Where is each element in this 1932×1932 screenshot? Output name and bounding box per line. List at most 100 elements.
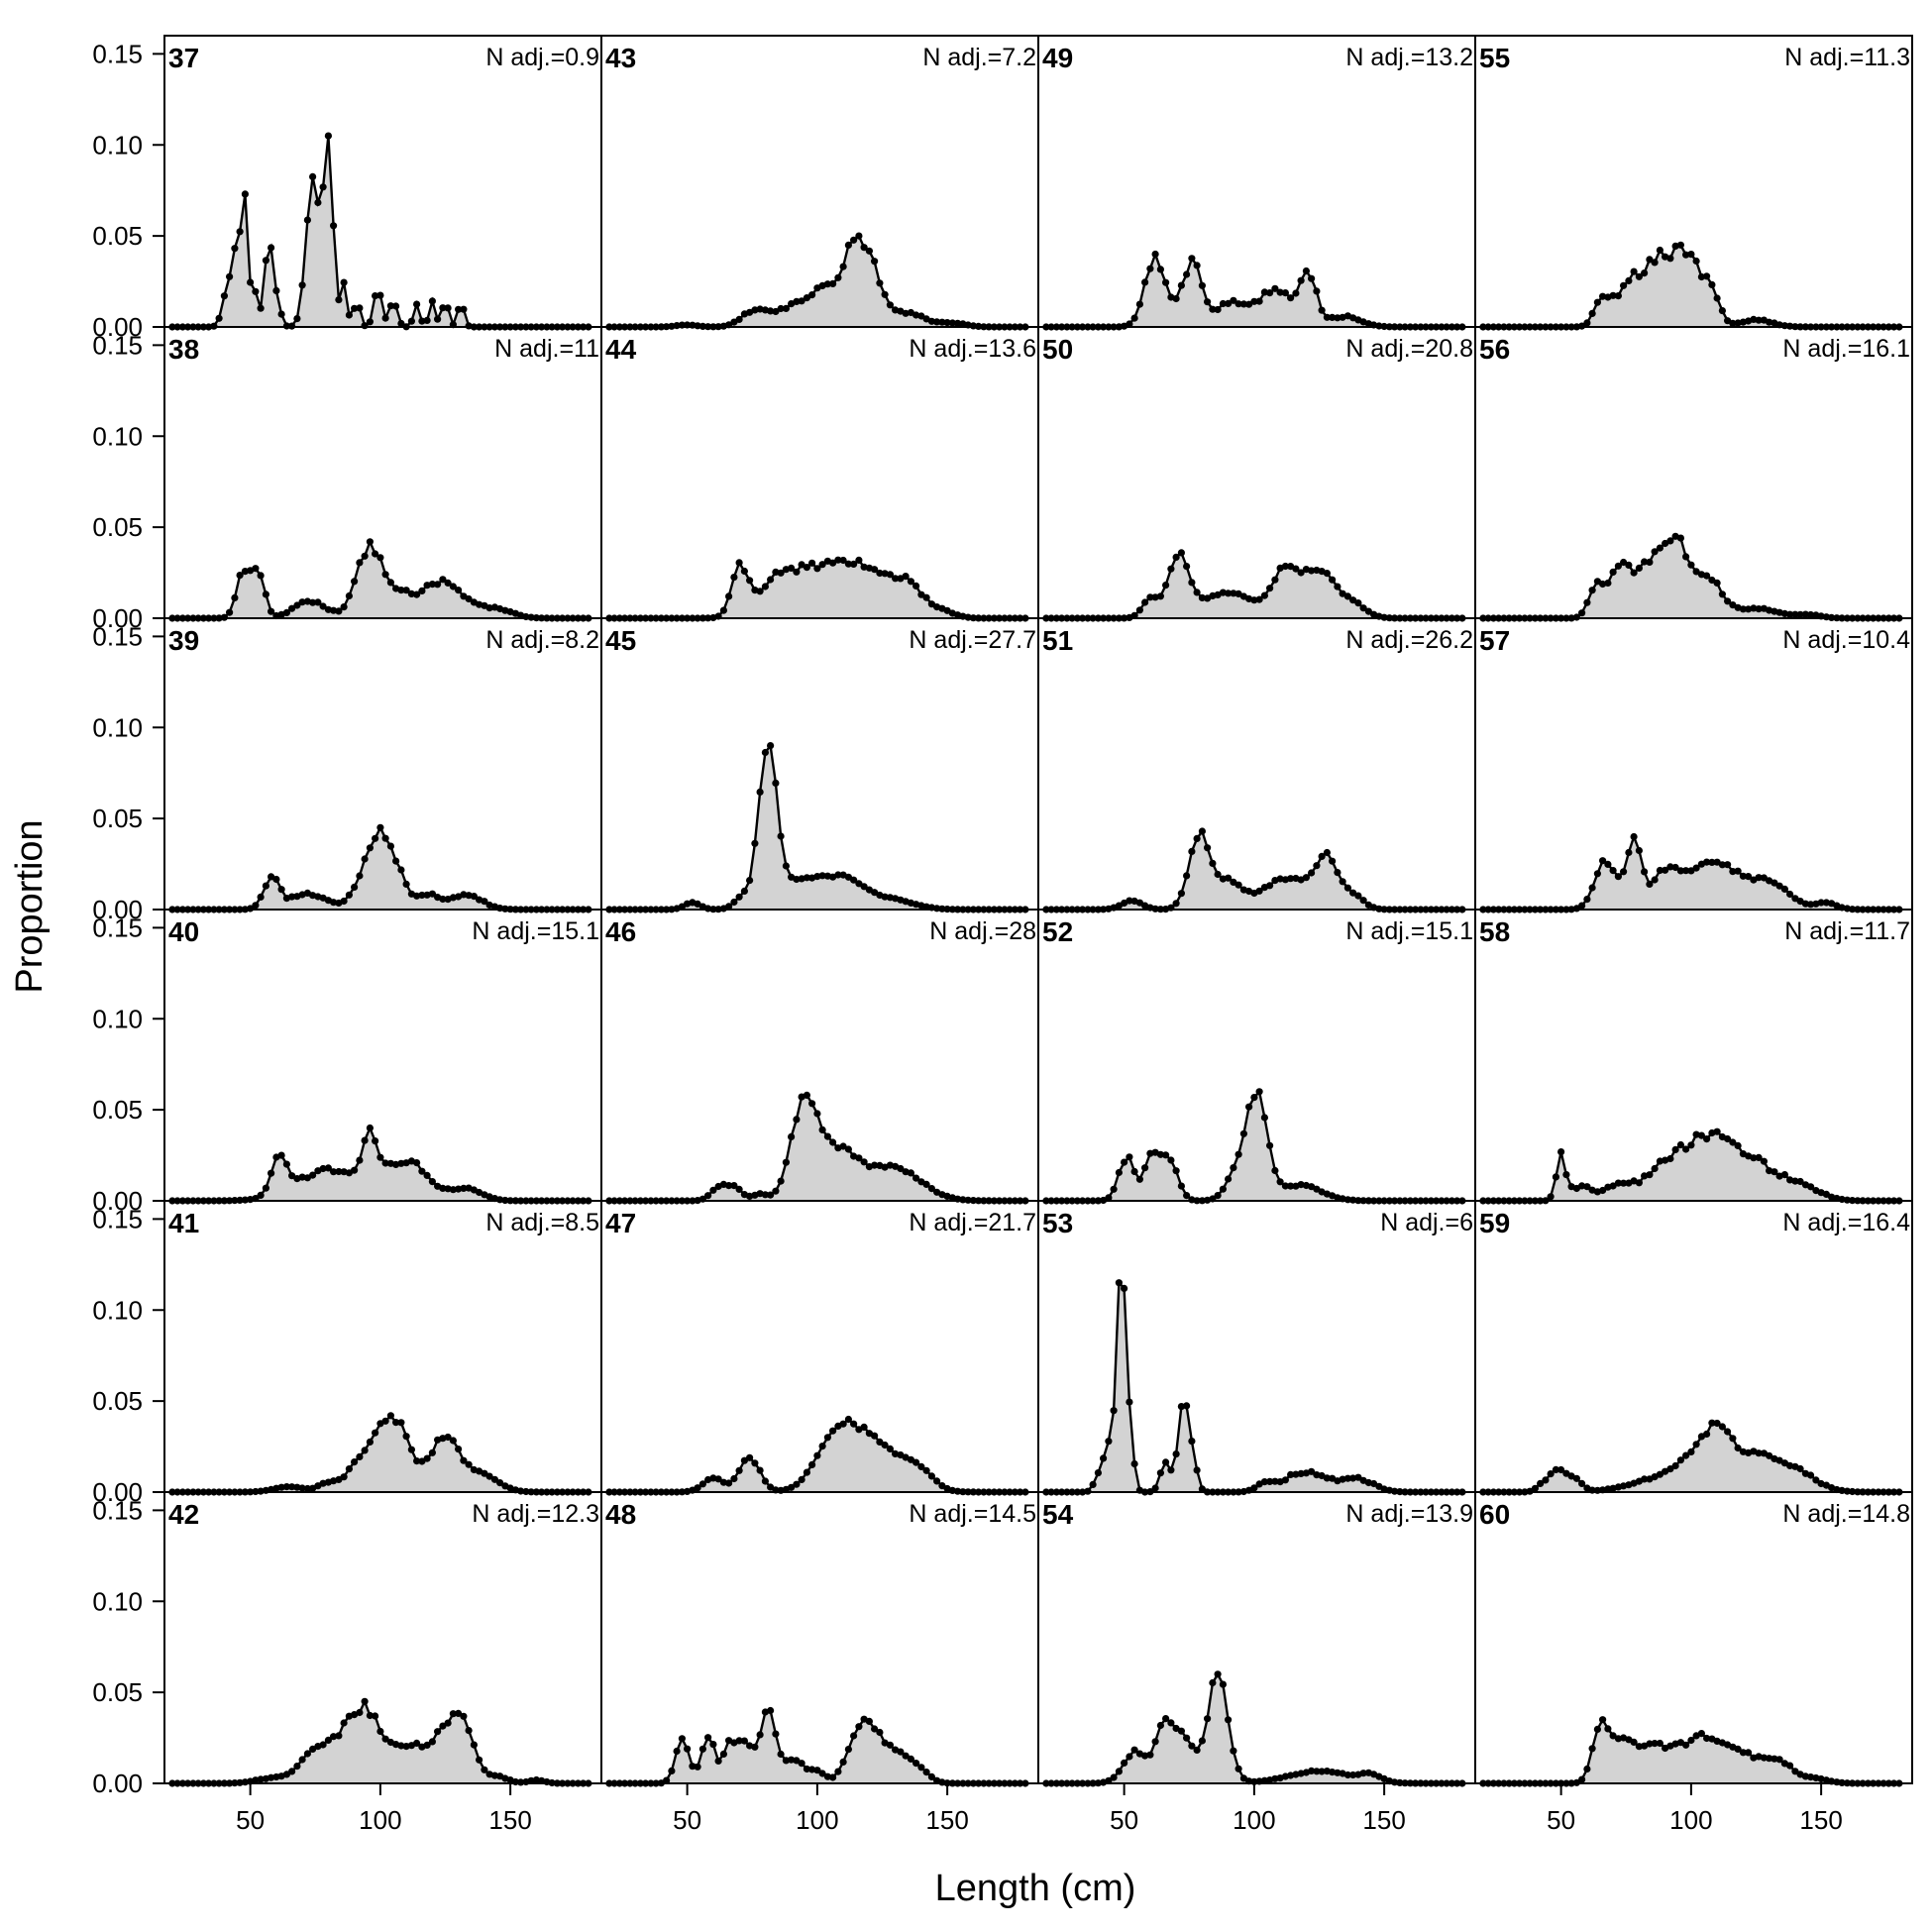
panel-number: 39 [168, 625, 199, 656]
data-point [455, 1446, 463, 1453]
data-point [1219, 1680, 1227, 1688]
y-axis-title: Proportion [9, 819, 51, 993]
data-point [455, 305, 463, 313]
data-point [1775, 1756, 1783, 1764]
data-point [257, 304, 265, 312]
data-point [1297, 1469, 1305, 1477]
data-point [1651, 1740, 1659, 1748]
data-point [1724, 597, 1732, 605]
data-point [839, 1758, 847, 1766]
data-point [1760, 1754, 1768, 1762]
data-point [460, 305, 468, 313]
data-point [293, 601, 301, 609]
data-point [268, 1169, 275, 1177]
data-point [1588, 587, 1596, 594]
panel-59: 59 N adj.=16.4 [1474, 1200, 1913, 1496]
data-point [767, 1706, 775, 1715]
data-point [1692, 568, 1700, 576]
data-point [330, 1168, 338, 1176]
data-point [1110, 1185, 1118, 1193]
data-point [1780, 885, 1788, 894]
panel-n-adj: N adj.=27.7 [909, 626, 1036, 654]
panel-frame [1037, 1200, 1476, 1493]
data-point [1755, 605, 1763, 613]
panel-n-adj: N adj.=0.9 [485, 44, 599, 71]
data-point [335, 1732, 343, 1740]
data-point [1718, 861, 1726, 869]
data-point [402, 1433, 410, 1441]
density-area [608, 745, 1025, 910]
panel-41: 41 N adj.=8.5 0.00 0.05 0.10 0.15 [92, 1200, 602, 1507]
y-tick-label: 0.05 [92, 512, 143, 542]
data-point [1604, 1725, 1612, 1733]
data-point [1349, 596, 1357, 604]
data-point [1162, 582, 1170, 590]
data-point [1796, 1464, 1804, 1473]
density-area [1482, 1423, 1899, 1492]
data-point [1641, 269, 1649, 277]
data-point [386, 579, 394, 587]
data-point [1276, 875, 1284, 883]
data-point [876, 569, 884, 578]
data-point [439, 1722, 447, 1730]
panel-58: 58 N adj.=11.7 [1474, 909, 1913, 1205]
data-point [1177, 549, 1185, 557]
data-point [1786, 1461, 1794, 1469]
data-point [340, 897, 348, 906]
data-point [689, 1763, 697, 1771]
data-point [1308, 1467, 1316, 1475]
data-point [684, 1745, 692, 1753]
data-point [1349, 889, 1357, 897]
data-point [855, 556, 863, 565]
data-point [735, 1737, 743, 1745]
data-point [871, 1432, 879, 1440]
data-point [1167, 1156, 1175, 1164]
data-point [881, 290, 889, 298]
data-point [485, 1472, 493, 1480]
panel-number: 52 [1042, 916, 1073, 947]
data-point [1334, 314, 1342, 322]
data-point [1807, 901, 1815, 909]
data-point [1183, 1192, 1191, 1200]
data-point [839, 263, 847, 270]
data-point [241, 190, 249, 198]
data-point [850, 1732, 858, 1740]
data-point [844, 1145, 853, 1153]
panel-53: 53 N adj.=6 [1037, 1200, 1476, 1496]
data-point [1234, 881, 1242, 889]
panel-frame [1474, 1491, 1913, 1784]
y-tick-label: 0.00 [92, 1186, 143, 1216]
data-point [803, 1765, 811, 1773]
data-point [434, 1728, 442, 1736]
data-point [1588, 1745, 1596, 1753]
data-point [1343, 592, 1351, 600]
panel-n-adj: N adj.=16.1 [1782, 335, 1910, 363]
data-point [917, 1764, 925, 1771]
data-point [740, 887, 749, 896]
data-point [335, 1167, 343, 1176]
data-point [1687, 1736, 1695, 1745]
data-point [262, 882, 269, 890]
data-point [850, 560, 858, 569]
data-point [902, 573, 910, 581]
data-point [1225, 1175, 1233, 1183]
data-point [397, 1159, 405, 1167]
data-point [1739, 605, 1747, 613]
y-tick-label: 0.05 [92, 1677, 143, 1707]
data-point [1557, 1465, 1565, 1474]
data-point [917, 590, 925, 598]
data-point [1760, 1157, 1768, 1165]
data-point [938, 318, 946, 326]
data-point [288, 1483, 296, 1491]
panel-57: 57 N adj.=10.4 [1474, 617, 1913, 913]
data-point [288, 1172, 296, 1180]
panel-n-adj: N adj.=8.2 [485, 626, 599, 654]
data-point [1141, 1752, 1149, 1760]
data-point [876, 1728, 884, 1737]
data-point [704, 1192, 712, 1200]
panel-39: 39 N adj.=8.2 0.00 0.05 0.10 0.15 [92, 617, 602, 924]
data-point [1682, 1451, 1690, 1459]
data-point [668, 1767, 676, 1774]
x-tick-label: 50 [673, 1805, 701, 1835]
data-point [1188, 1438, 1196, 1446]
